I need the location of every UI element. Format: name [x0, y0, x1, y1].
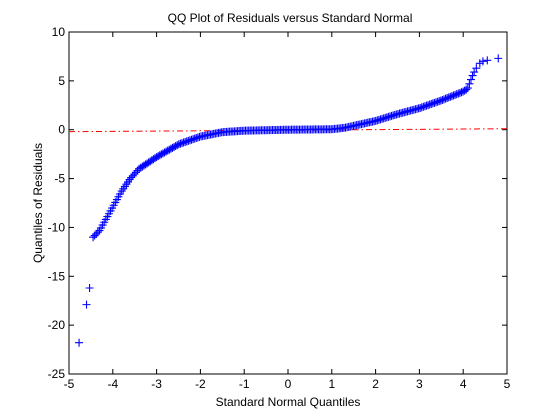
- x-tick-label: -4: [107, 377, 118, 391]
- outlier-point: [472, 64, 481, 73]
- outlier-point: [475, 59, 484, 68]
- y-tick-label: -25: [48, 367, 66, 381]
- data-point: [468, 71, 477, 80]
- x-tick-label: 3: [416, 377, 423, 391]
- x-tick-label: -1: [239, 377, 250, 391]
- y-tick-label: 0: [58, 123, 65, 137]
- x-tick-label: 2: [372, 377, 379, 391]
- x-tick-label: 4: [460, 377, 467, 391]
- outlier-point: [85, 284, 94, 293]
- x-tick-label: -3: [151, 377, 162, 391]
- data-points: [75, 54, 503, 347]
- y-tick-label: -15: [48, 269, 66, 283]
- x-tick-label: 1: [328, 377, 335, 391]
- y-axis-label: Quantiles of Residuals: [31, 143, 45, 263]
- x-tick-label: -5: [64, 377, 75, 391]
- x-tick-label: -2: [195, 377, 206, 391]
- axis-ticks: [68, 31, 508, 375]
- y-tick-label: -10: [48, 220, 66, 234]
- outlier-point: [494, 54, 503, 63]
- y-tick-label: -20: [48, 318, 66, 332]
- data-point: [463, 84, 472, 93]
- y-tick-label: 10: [52, 25, 66, 39]
- data-point: [466, 75, 475, 84]
- y-tick-label: -5: [54, 172, 65, 186]
- outlier-point: [75, 338, 84, 347]
- outlier-point: [82, 300, 91, 309]
- plot-area: [68, 31, 508, 375]
- data-point: [462, 85, 471, 94]
- chart-title: QQ Plot of Residuals versus Standard Nor…: [168, 11, 413, 25]
- y-tick-label: 5: [58, 74, 65, 88]
- x-tick-label: 0: [285, 377, 292, 391]
- data-point: [465, 79, 474, 88]
- x-axis-label: Standard Normal Quantiles: [216, 395, 361, 409]
- outlier-point: [483, 56, 492, 65]
- data-point: [93, 228, 102, 237]
- x-tick-label: 5: [504, 377, 511, 391]
